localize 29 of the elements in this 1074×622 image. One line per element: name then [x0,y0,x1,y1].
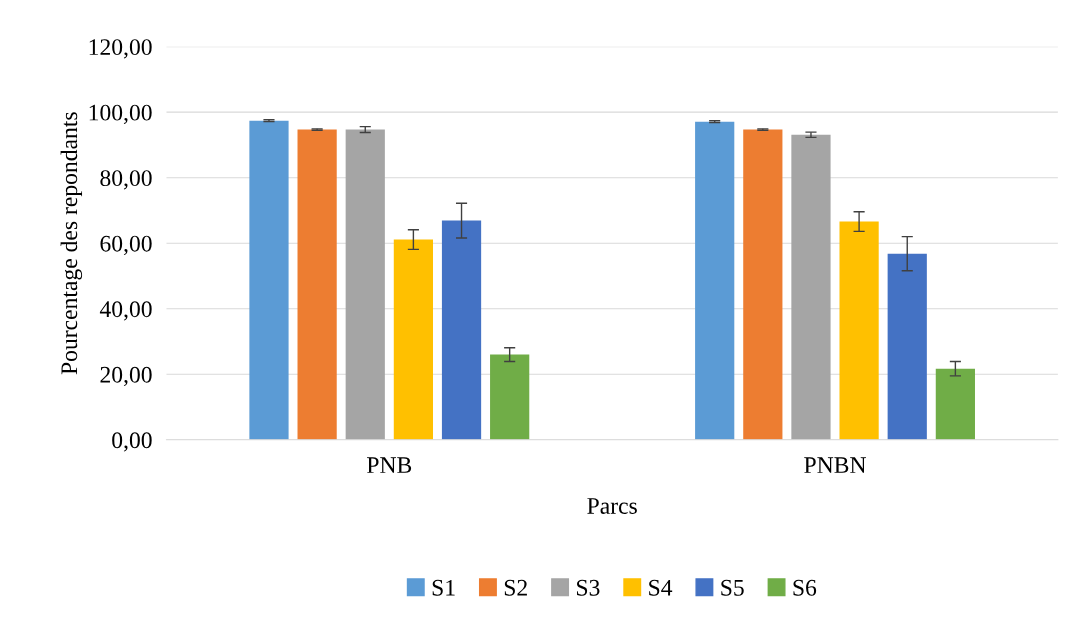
y-tick-label: 100,00 [89,104,152,124]
bar [297,129,337,440]
x-axis-title: Parcs [587,498,637,514]
y-tick-label: 60,00 [100,235,152,256]
bar [393,239,433,440]
legend-label: S3 [577,579,600,596]
legend-label: S1 [432,579,455,596]
y-axis-title: Pourcentage des repondants [60,112,83,375]
bar [743,129,783,440]
bar [345,129,385,440]
x-tick-label: PNB [367,457,412,473]
bar [839,221,879,440]
bar [791,134,831,440]
legend-label: S6 [793,579,817,596]
y-tick-label: 120,00 [89,39,152,59]
y-tick-label: 80,00 [100,170,152,190]
bar [695,121,735,440]
bar [935,368,975,440]
y-tick-label: 20,00 [100,366,152,387]
bar [441,220,482,440]
legend-label: S4 [649,579,673,596]
x-tick-label: PNBN [804,457,866,473]
bar [249,120,289,440]
legend-label: S5 [721,579,744,596]
y-tick-label: 0,00 [112,432,152,452]
legend-label: S2 [504,579,527,596]
y-tick-label: 40,00 [99,301,152,321]
bar [887,253,927,440]
bar [490,354,530,440]
